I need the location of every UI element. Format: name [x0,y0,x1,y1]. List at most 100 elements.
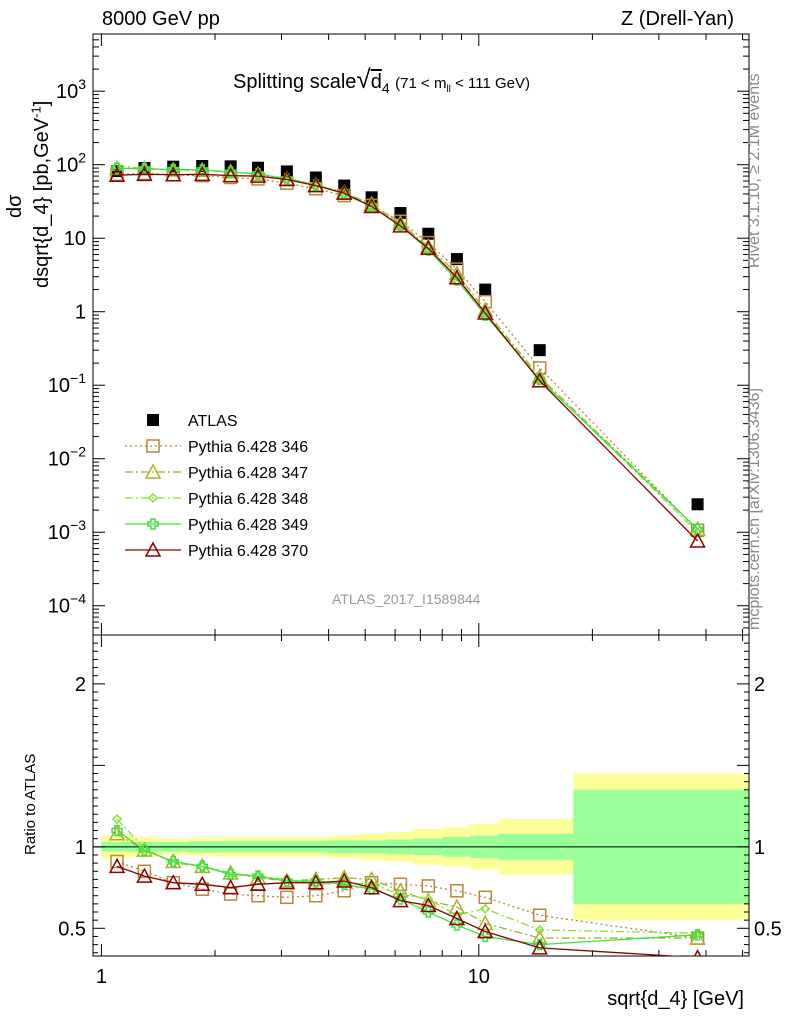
legend-entry-label: Pythia 6.428 347 [188,465,308,482]
y-tick-label-main: 103 [56,76,86,103]
y-tick-label-main: 102 [56,150,86,177]
ratio-series-point [420,896,437,913]
y-tick-label-main: 10 [64,228,86,250]
ratio-series-point [395,889,406,900]
ratio-series-line [116,860,698,939]
legend-entry-label: Pythia 6.428 349 [188,517,308,534]
ratio-series-point [366,879,377,890]
ratio-series-point [278,874,296,890]
y-tick-label-ratio: 0.5 [58,918,86,940]
legend-marker [144,541,162,557]
atlas-data-point [533,344,546,357]
legend-entry-label: Pythia 6.428 348 [188,491,308,508]
ratio-series-point [222,878,239,895]
mc-series-point [164,166,182,182]
mc-series-point [363,197,380,214]
main-plot-series [108,159,706,548]
ratio-series-point [693,949,702,956]
atlas-data-point [479,283,492,296]
mc-series-point [335,184,353,200]
atlas-data-point [691,498,704,511]
mc-series-point [448,269,466,285]
ratio-series-point [532,908,547,923]
mc-series-point [222,167,239,183]
ratio-series-point [138,844,151,856]
title-sqrt-sign: √ [356,64,371,94]
ratio-series-point [137,864,152,879]
y-label-denominator: dsqrt{d_4} [30,196,53,288]
mc-series-point [136,165,153,182]
ratio-series-point [531,939,548,955]
legend-marker [144,463,162,479]
ratio-series-point [249,875,267,892]
mc-series-point [278,170,296,187]
title-main: Splitting scale [233,71,357,93]
ratio-series-point [164,874,182,890]
y-tick-label-main: 1 [75,302,86,324]
ratio-series-point [111,824,123,837]
mc-series-point [533,373,546,386]
ratio-series-point [476,922,494,939]
ratio-series-point [534,924,545,935]
ratio-series-point [479,930,491,943]
mc-series-point [476,304,494,320]
legend-marker [147,492,159,504]
ratio-series-point [108,857,126,874]
ratio-series-point [450,884,464,898]
mc-series-line [117,173,699,542]
mc-series-point [531,372,548,388]
x-axis-label: sqrt{d_4} [GeV] [607,988,744,1010]
title-var: d [370,71,382,93]
mc-series-point [691,523,704,535]
ratio-series-point [193,875,211,892]
legend: ATLAS Pythia 6.428 346 Pythia 6.428 347 Pyt… [125,413,308,560]
ratio-series-point [136,867,153,883]
title-cut-a: (71 < m [395,75,447,92]
ratio-series-point [280,890,294,905]
y-label-units-end: ] [30,100,53,107]
ratio-frame [92,634,750,957]
title-var-sub: 4 [381,80,390,96]
x-tick-label: 1 [96,966,107,988]
ratio-series-point [252,870,264,882]
mc-series-point [307,177,325,193]
rivet-label: Rivet 3.1.10, ≥ 2.1M events [746,73,763,268]
y-tick-label-main: 10−4 [48,591,86,618]
axes-frames [92,33,750,957]
ratio-plot-series [108,814,706,956]
legend-entry-label: Pythia 6.428 346 [188,439,308,456]
ratio-series-point [480,903,491,914]
mc-series-point [420,239,437,256]
y-tick-label-ratio-right: 0.5 [754,918,782,940]
atlas-data-point [450,253,463,266]
ratio-series-point [478,890,492,905]
legend-entry-label: ATLAS [188,413,238,430]
ratio-uncertainty-band [93,773,749,921]
ratio-series-point [363,878,380,895]
mc-series-point [193,165,211,182]
y-label-numerator: dσ [4,194,26,218]
ratio-series-point [196,860,208,873]
y-tick-label-ratio-right: 1 [754,837,765,859]
ratio-series-point [309,888,323,903]
y-label-units-text: [pb,GeV [30,117,53,192]
ratio-series-point [451,910,462,921]
legend-entry-label: Pythia 6.428 370 [188,543,308,560]
ratio-series-point [423,893,434,905]
ratio-series-point [307,874,325,890]
chart-title: Splitting scale√d4 (71 < mll < 111 GeV) [233,64,530,96]
ratio-series-line [116,830,698,946]
mc-series-point [111,162,123,174]
mc-series-point [392,217,409,233]
energy-label: 8000 GeV pp [102,8,220,30]
ratio-series-point [111,814,123,825]
y-tick-label-ratio: 2 [75,674,86,696]
mc-series-point [689,532,706,548]
ratio-series-point [476,914,494,931]
title-cut: (71 < mll < 111 GeV) [395,75,530,95]
y-label-units-sup: -1 [28,106,43,118]
y-tick-label-main: 10−2 [48,444,86,471]
title-cut-sub: ll [446,84,451,95]
y-tick-label-ratio-right: 2 [754,674,765,696]
